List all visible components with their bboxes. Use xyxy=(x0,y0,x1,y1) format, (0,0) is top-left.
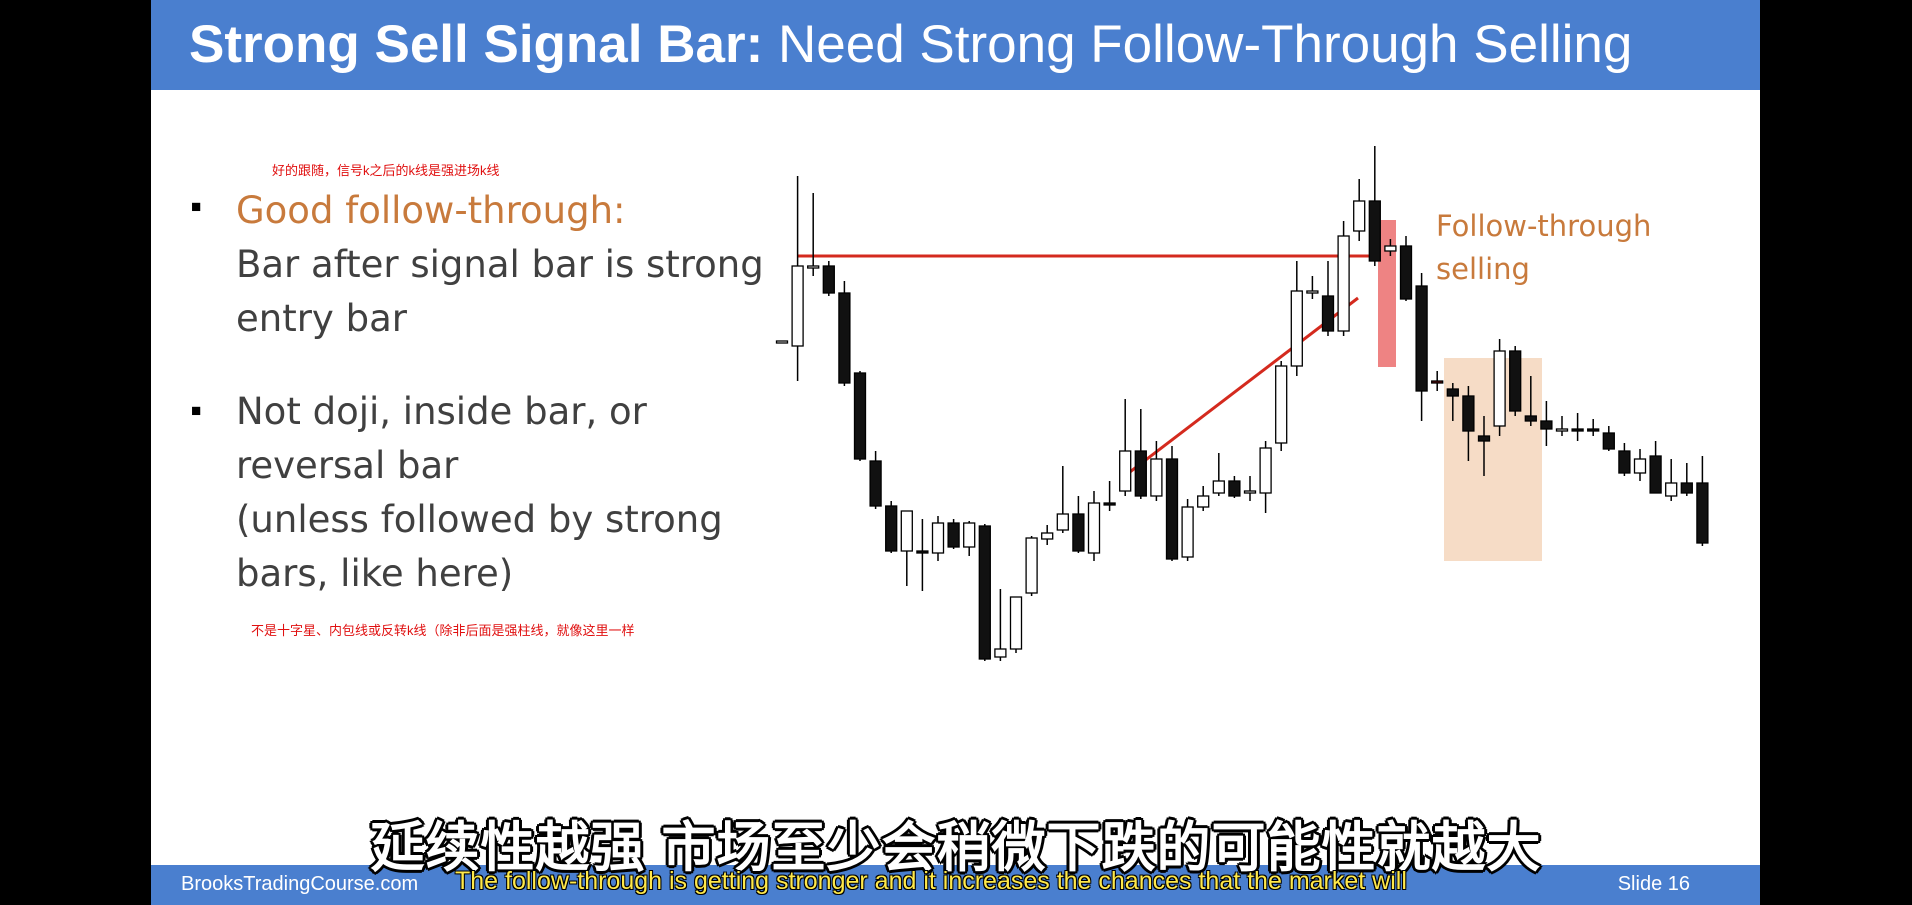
bull-candle xyxy=(1041,532,1054,540)
bull-candle xyxy=(775,340,789,344)
bullet-marker-1: ■ xyxy=(191,197,202,216)
bull-candle xyxy=(1290,290,1303,367)
bull-candle xyxy=(1243,490,1257,494)
bear-candle xyxy=(853,372,867,460)
bear-candle xyxy=(1103,502,1116,506)
bull-candle xyxy=(1197,495,1210,508)
bear-candle xyxy=(1696,482,1709,544)
follow-through-label-line-1: Follow-through xyxy=(1436,209,1652,243)
bull-candle xyxy=(1493,350,1506,427)
title-bold-part: Strong Sell Signal Bar: xyxy=(189,15,764,74)
bear-candle xyxy=(838,292,851,384)
bull-candle xyxy=(963,522,976,548)
bullet-2-text: Not doji, inside bar, or reversal bar (u… xyxy=(236,385,796,601)
bull-candle xyxy=(1555,428,1569,432)
bull-candle xyxy=(791,265,804,347)
bull-candle xyxy=(1633,458,1647,474)
signal-candle xyxy=(1431,380,1444,384)
bear-candle xyxy=(1540,420,1553,430)
bull-candle xyxy=(1212,480,1225,494)
bull-candle xyxy=(1025,537,1038,594)
bullet-1-heading: Good follow-through: xyxy=(236,189,626,232)
bullet-1-text: Good follow-through: Bar after signal ba… xyxy=(236,184,796,346)
annotation-bottom-cn: 不是十字星、内包线或反转k线（除非后面是强柱线，就像这里一样 xyxy=(251,623,635,638)
bull-candle xyxy=(1150,458,1163,497)
slide-title: Strong Sell Signal Bar: Need Strong Foll… xyxy=(189,14,1632,76)
bear-candle xyxy=(885,505,898,552)
bullet-marker-2: ■ xyxy=(191,401,202,420)
bull-candle xyxy=(1353,200,1366,232)
bear-candle xyxy=(978,525,991,660)
bull-candle xyxy=(1181,506,1194,558)
bull-candle xyxy=(900,510,913,552)
bear-candle xyxy=(1524,415,1537,422)
bullet-2-line-1: Not doji, inside bar, or xyxy=(236,390,647,433)
bullet-2-line-3: (unless followed by strong xyxy=(236,498,723,541)
trend-line xyxy=(1121,296,1359,480)
bull-candle xyxy=(1384,245,1397,252)
bull-candle xyxy=(1087,502,1101,554)
bear-candle xyxy=(1462,395,1475,432)
bear-candle xyxy=(1134,450,1147,497)
bull-candle xyxy=(1337,235,1350,332)
price-chart xyxy=(775,146,1709,661)
bull-candle xyxy=(1665,482,1678,497)
bull-candle xyxy=(1119,450,1132,492)
subtitle-cn: 延续性越强 市场至少会稍微下跌的可能性就越大 xyxy=(370,818,1542,878)
bull-candle xyxy=(1259,447,1272,494)
footer-bar: BrooksTradingCourse.com Slide 16 xyxy=(151,865,1760,905)
signal-bar-highlight xyxy=(1378,220,1396,367)
slide: Strong Sell Signal Bar: Need Strong Foll… xyxy=(151,0,1760,905)
bear-candle xyxy=(1602,432,1615,450)
bear-candle xyxy=(1509,350,1522,412)
candlestick-series xyxy=(775,146,1709,661)
bear-candle xyxy=(869,460,882,507)
bear-candle xyxy=(1399,245,1413,300)
bear-candle xyxy=(1446,388,1459,397)
bullet-1-line-2: entry bar xyxy=(236,297,407,340)
bear-candle xyxy=(916,550,929,554)
title-bar: Strong Sell Signal Bar: Need Strong Foll… xyxy=(151,0,1760,90)
follow-through-label-line-2: selling xyxy=(1436,252,1530,286)
bear-candle xyxy=(1680,482,1693,494)
title-rest-part: Need Strong Follow-Through Selling xyxy=(778,15,1633,74)
bull-candle xyxy=(931,522,945,554)
subtitle-en: The follow-through is getting stronger a… xyxy=(455,867,1407,895)
bear-candle xyxy=(947,522,960,548)
bullet-1-line-1: Bar after signal bar is strong xyxy=(236,243,764,286)
slide-number: Slide 16 xyxy=(1617,873,1690,895)
bull-candle xyxy=(807,265,820,269)
bullet-2-line-2: reversal bar xyxy=(236,444,459,487)
follow-through-label: Follow-through selling xyxy=(1436,205,1651,291)
bull-candle xyxy=(1275,365,1288,444)
bear-candle xyxy=(1415,285,1428,392)
bear-candle xyxy=(1368,200,1381,262)
bullet-2-line-4: bars, like here) xyxy=(236,552,514,595)
bull-candle xyxy=(1009,596,1023,650)
bull-candle xyxy=(1056,513,1069,531)
bear-candle xyxy=(1072,513,1085,552)
bear-candle xyxy=(1477,435,1491,442)
bear-candle xyxy=(1165,458,1179,560)
annotation-top-cn: 好的跟随，信号k之后的k线是强进场k线 xyxy=(272,163,500,178)
bear-candle xyxy=(1649,455,1662,494)
bear-candle xyxy=(1587,428,1600,432)
bear-candle xyxy=(1321,295,1335,332)
footer-site: BrooksTradingCourse.com xyxy=(181,873,419,895)
bear-candle xyxy=(1571,428,1584,432)
bear-candle xyxy=(822,265,835,294)
bear-candle xyxy=(1228,480,1241,497)
follow-through-box xyxy=(1444,358,1542,561)
bull-candle xyxy=(994,648,1007,658)
bear-candle xyxy=(1618,450,1631,474)
bull-candle xyxy=(1306,290,1319,294)
